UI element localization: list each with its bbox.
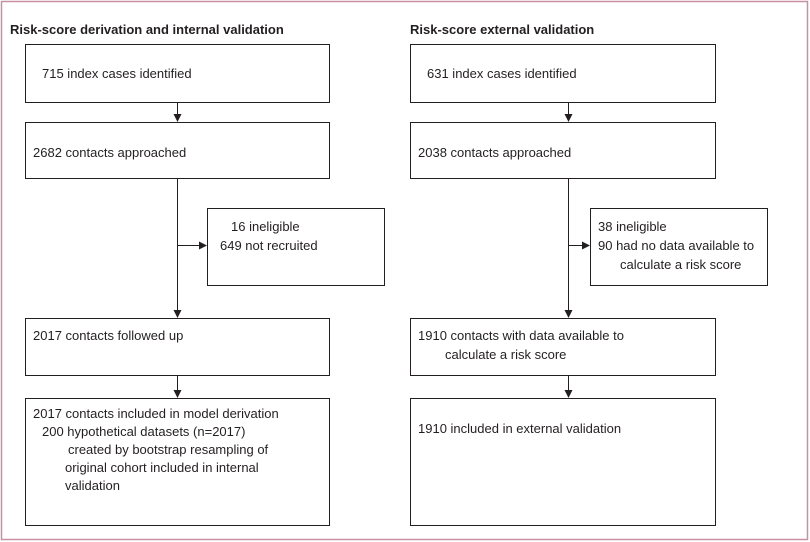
box-text: 715 index cases identified (42, 66, 192, 81)
box-text: 1910 contacts with data available to (418, 328, 624, 343)
box-text: 2017 contacts followed up (33, 328, 183, 343)
side-box (207, 208, 385, 286)
box-text: 2038 contacts approached (418, 145, 571, 160)
column-title: Risk-score external validation (410, 22, 594, 37)
box (410, 318, 716, 376)
box-text: 90 had no data available to (598, 238, 754, 253)
side-box (590, 208, 768, 286)
box-text: calculate a risk score (620, 257, 741, 272)
box (410, 398, 716, 526)
box-text: 1910 included in external validation (418, 421, 621, 436)
box (25, 44, 330, 103)
box (410, 44, 716, 103)
box-text: 2017 contacts included in model derivati… (33, 406, 279, 421)
column-title: Risk-score derivation and internal valid… (10, 22, 284, 37)
box (25, 398, 330, 526)
box-text: 631 index cases identified (427, 66, 577, 81)
box-text: 16 ineligible (231, 219, 300, 234)
box-text: validation (65, 478, 120, 493)
box-text: 2682 contacts approached (33, 145, 186, 160)
box-text: 200 hypothetical datasets (n=2017) (42, 424, 245, 439)
box (410, 122, 716, 179)
box-text: created by bootstrap resampling of (68, 442, 269, 457)
box-text: 38 ineligible (598, 219, 667, 234)
box-text: original cohort included in internal (65, 460, 259, 475)
box (25, 122, 330, 179)
box-text: calculate a risk score (445, 347, 566, 362)
box (25, 318, 330, 376)
box-text: 649 not recruited (220, 238, 318, 253)
